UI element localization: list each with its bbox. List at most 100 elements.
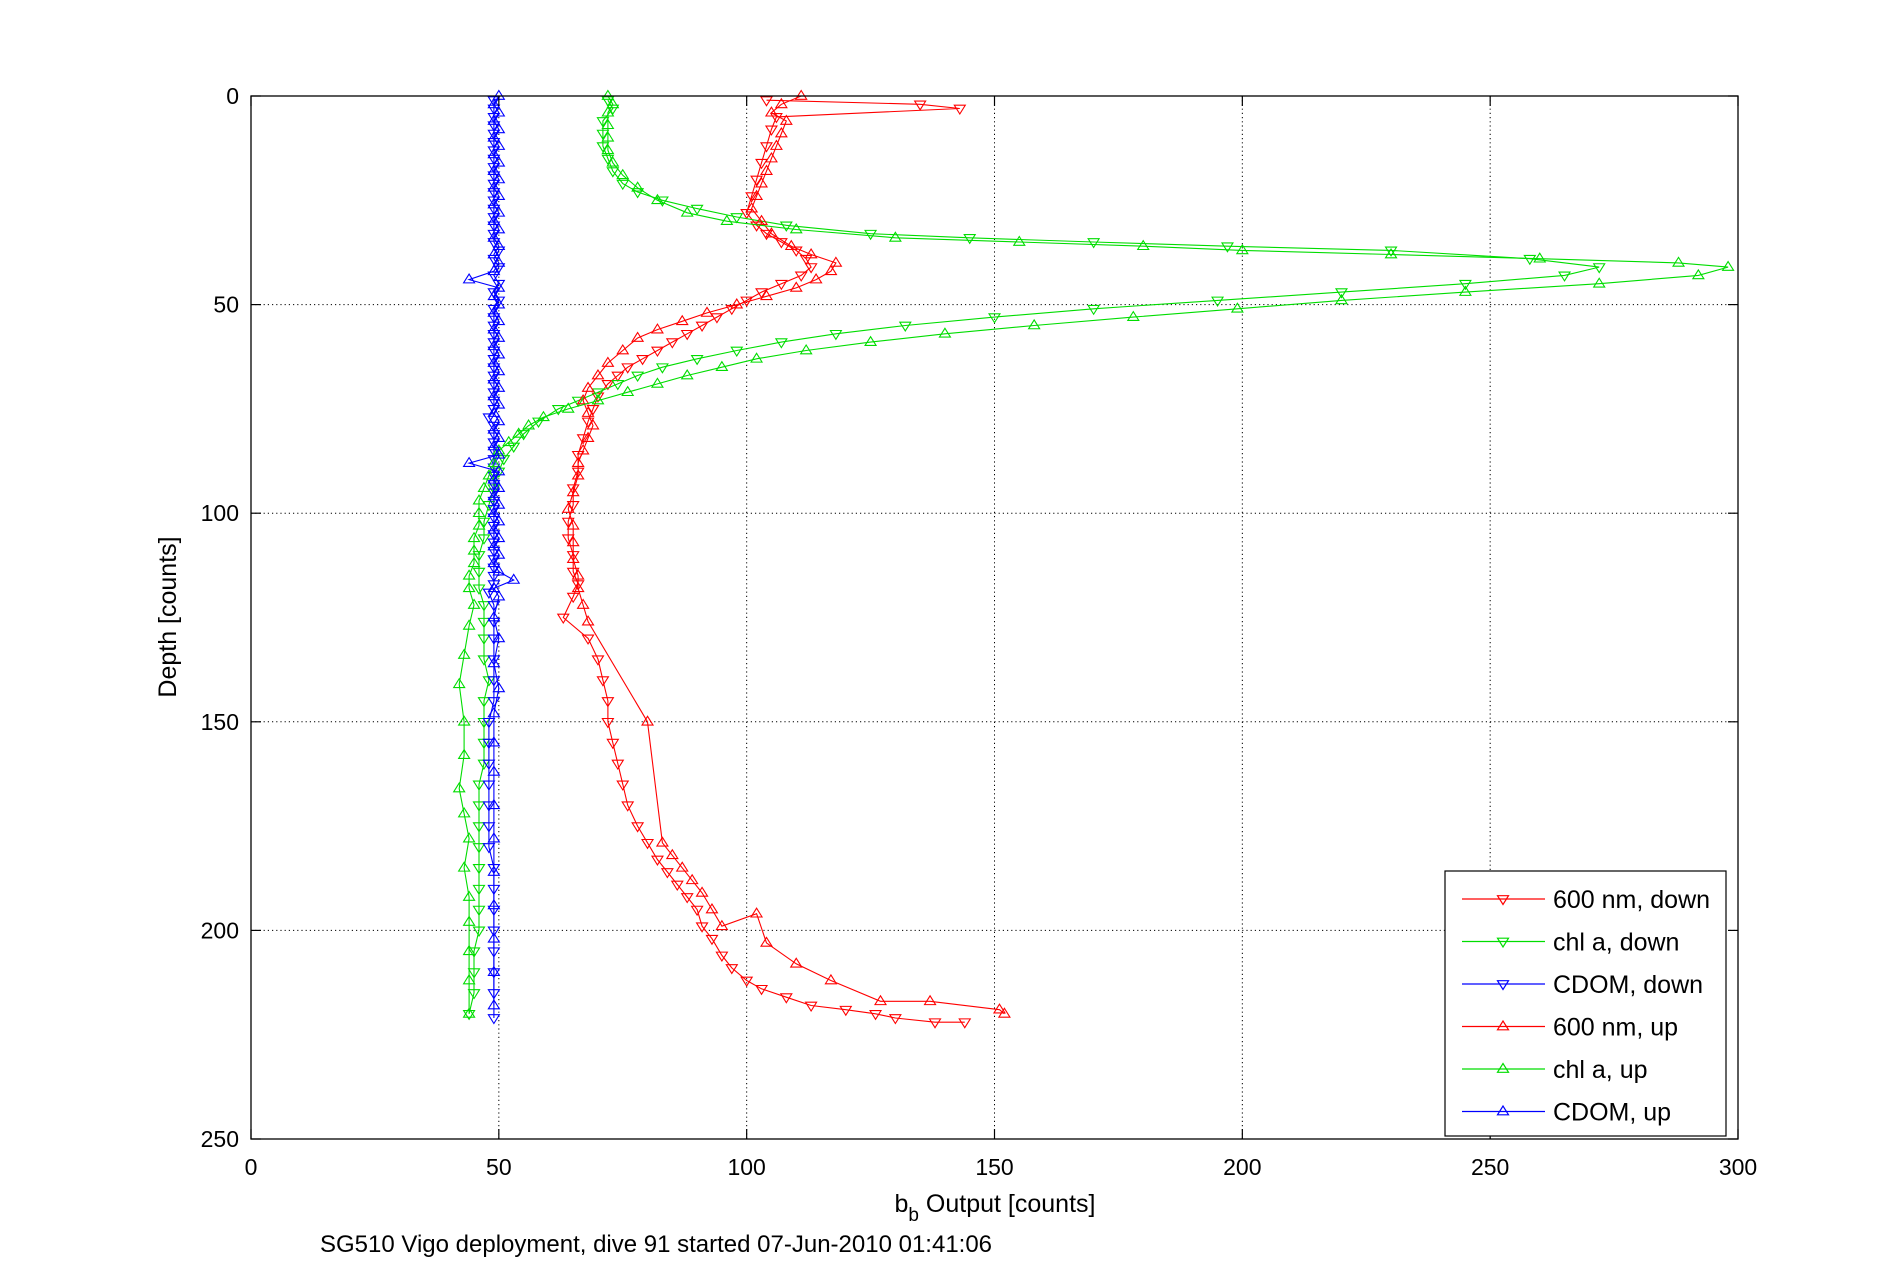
data-point [487,306,501,317]
data-point [1027,318,1041,330]
data-point [487,832,501,843]
data-point [760,164,773,175]
data-point [467,556,481,568]
data-point [487,489,501,501]
data-point [487,388,501,399]
data-point [789,222,803,234]
data-point [492,414,506,426]
data-point [586,419,600,430]
data-point [487,634,501,645]
data-point [938,327,952,338]
data-point [690,354,704,366]
legend-swatch-marker [1496,1062,1510,1073]
data-point [601,131,615,142]
data-point [730,213,744,224]
data-point [467,531,481,543]
data-point [631,822,645,833]
data-point [487,231,501,242]
data-point [581,406,595,417]
data-point [750,189,764,200]
data-point [467,989,481,1000]
data-point [571,569,585,580]
data-point [1691,268,1705,280]
data-point [487,439,501,451]
y-axis-label: Depth [counts] [154,536,182,697]
data-point [566,592,580,604]
data-point [665,848,679,860]
data-point [487,421,501,433]
data-point [650,323,664,334]
data-point [675,314,689,326]
data-point [487,865,501,876]
data-point [591,392,605,403]
data-point [492,348,506,359]
data-point [566,519,580,530]
legend-entry: 600 nm, up [1462,1014,1678,1042]
data-point [760,229,773,241]
data-point [566,501,580,512]
data-point [789,957,803,968]
data-point [755,158,769,170]
data-point [621,801,635,812]
data-point [487,438,501,449]
data-point [1592,263,1606,274]
data-point [517,430,531,441]
data-point [764,125,778,136]
series-600-nm-up [561,89,1011,1018]
data-point [487,555,501,566]
data-point [596,142,610,153]
data-point [888,1014,902,1025]
legend-label: chl a, down [1553,929,1679,957]
x-tick-label: 300 [1719,1154,1757,1180]
data-point [680,368,694,380]
data-point [829,256,843,267]
data-point [492,631,506,643]
data-point [551,405,565,416]
data-point [561,534,575,545]
series-line [567,95,1005,1015]
data-point [750,175,764,186]
data-point [1012,235,1026,246]
data-point [487,264,501,276]
data-point [492,381,506,392]
data-point [670,880,684,892]
data-point [507,573,521,584]
data-point [497,455,511,466]
legend-swatch-marker [1496,895,1510,906]
y-tick-label: 200 [201,917,239,943]
data-point [472,506,486,518]
data-point [888,231,902,242]
data-point [923,994,937,1006]
data-point [809,273,823,284]
data-point [1211,296,1225,307]
data-point [789,281,803,292]
data-point [621,385,635,397]
data-point [596,117,610,128]
data-point [586,405,600,416]
data-point [487,471,501,483]
data-point [492,548,506,559]
data-point [487,505,501,516]
data-point [1235,243,1249,255]
data-point [477,481,491,493]
data-point [804,1001,818,1013]
data-point [487,656,501,668]
data-point [745,192,759,203]
x-tick-label: 0 [245,1154,258,1180]
data-point [477,517,491,529]
legend-label: CDOM, down [1553,971,1703,999]
data-point [487,373,501,384]
data-point [576,444,590,455]
data-point [581,615,595,626]
data-point [869,1009,883,1021]
data-point [750,352,764,363]
data-point [487,181,501,192]
data-point [606,97,620,109]
data-point [472,494,486,505]
data-point [680,206,694,217]
data-point [581,417,595,428]
data-point [487,131,501,142]
data-point [472,863,486,875]
data-point [576,394,590,405]
data-point [997,1007,1011,1018]
